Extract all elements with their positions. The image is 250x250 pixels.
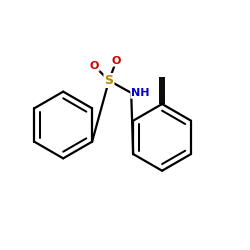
- Text: O: O: [90, 61, 99, 71]
- Text: O: O: [112, 56, 121, 66]
- Text: S: S: [104, 74, 114, 87]
- Text: NH: NH: [131, 88, 150, 98]
